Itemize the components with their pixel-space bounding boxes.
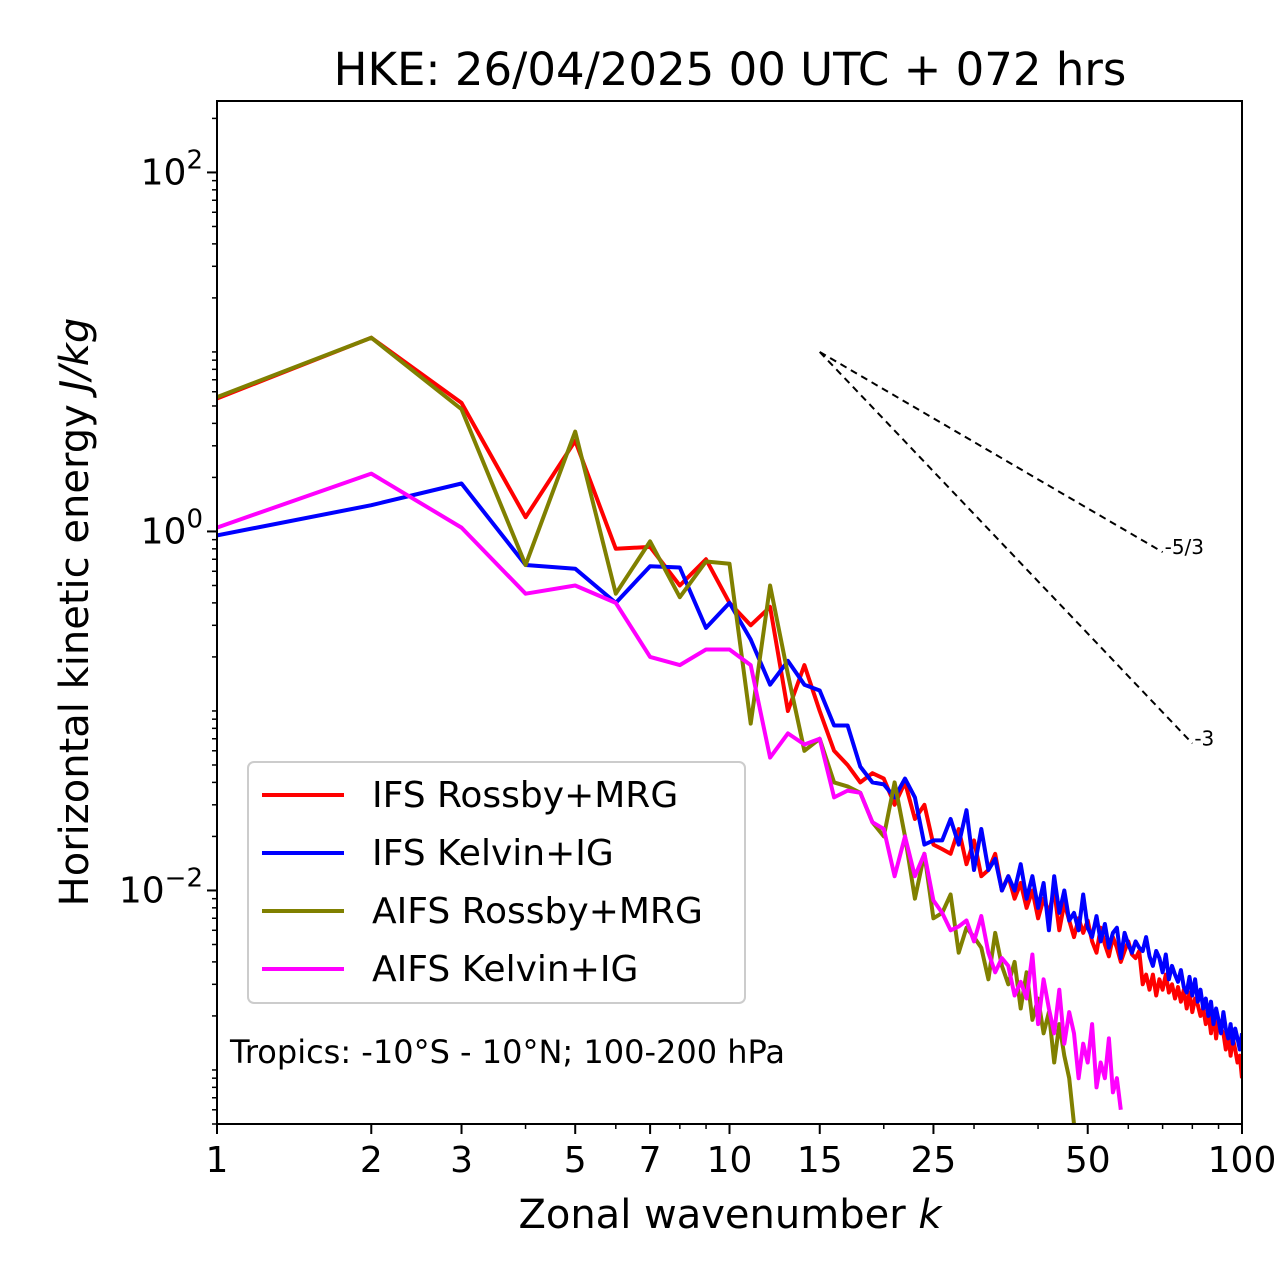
x-tick-label: 7 [639, 1140, 662, 1181]
x-tick-label: 3 [450, 1140, 473, 1181]
x-tick-label: 50 [1065, 1140, 1111, 1181]
x-tick-label: 25 [911, 1140, 957, 1181]
x-axis-label: Zonal wavenumber k [518, 1192, 943, 1238]
legend-box [247, 761, 746, 1004]
x-tick-label: 1 [206, 1140, 229, 1181]
reference-slope-line-1 [819, 351, 1194, 745]
y-tick-label: 102 [141, 145, 203, 193]
series-line-3 [217, 471, 1123, 1111]
legend: IFS Rossby+MRG IFS Kelvin+IG AIFS Rossby+M… [247, 761, 746, 1004]
x-tick-label: 2 [360, 1140, 383, 1181]
series-line-2 [217, 335, 1076, 1124]
chart-title: HKE: 26/04/2025 00 UTC + 072 hrs [334, 43, 1127, 96]
plot-frame [216, 100, 1243, 1125]
reference-slope-label-0: -5/3 [1165, 535, 1204, 559]
region-annotation: Tropics: -10°S - 10°N; 100-200 hPa [229, 1033, 785, 1071]
reference-slopes [819, 351, 1194, 745]
series-lines [217, 335, 1242, 1124]
y-axis-label: Horizontal kinetic energy J/kg [52, 318, 98, 907]
x-tick-label: 5 [564, 1140, 587, 1181]
y-tick-label: 100 [141, 504, 203, 552]
legend-label-0: IFS Rossby+MRG [372, 775, 678, 816]
series-line-1 [217, 481, 1242, 1052]
y-axis-ticks: 10−2 100 102 [119, 117, 217, 1125]
legend-label-2: AIFS Rossby+MRG [372, 891, 703, 932]
legend-label-3: AIFS Kelvin+IG [372, 949, 638, 990]
y-tick-label: 10−2 [119, 863, 203, 911]
x-axis-ticks: 1 2 3 5 7 10 15 25 50 100 [206, 1124, 1277, 1181]
reference-slope-label-1: -3 [1194, 726, 1214, 750]
legend-label-1: IFS Kelvin+IG [372, 833, 614, 874]
x-tick-label: 10 [707, 1140, 753, 1181]
x-tick-label: 100 [1208, 1140, 1277, 1181]
x-tick-label: 15 [797, 1140, 843, 1181]
reference-slope-line-0 [819, 351, 1164, 553]
